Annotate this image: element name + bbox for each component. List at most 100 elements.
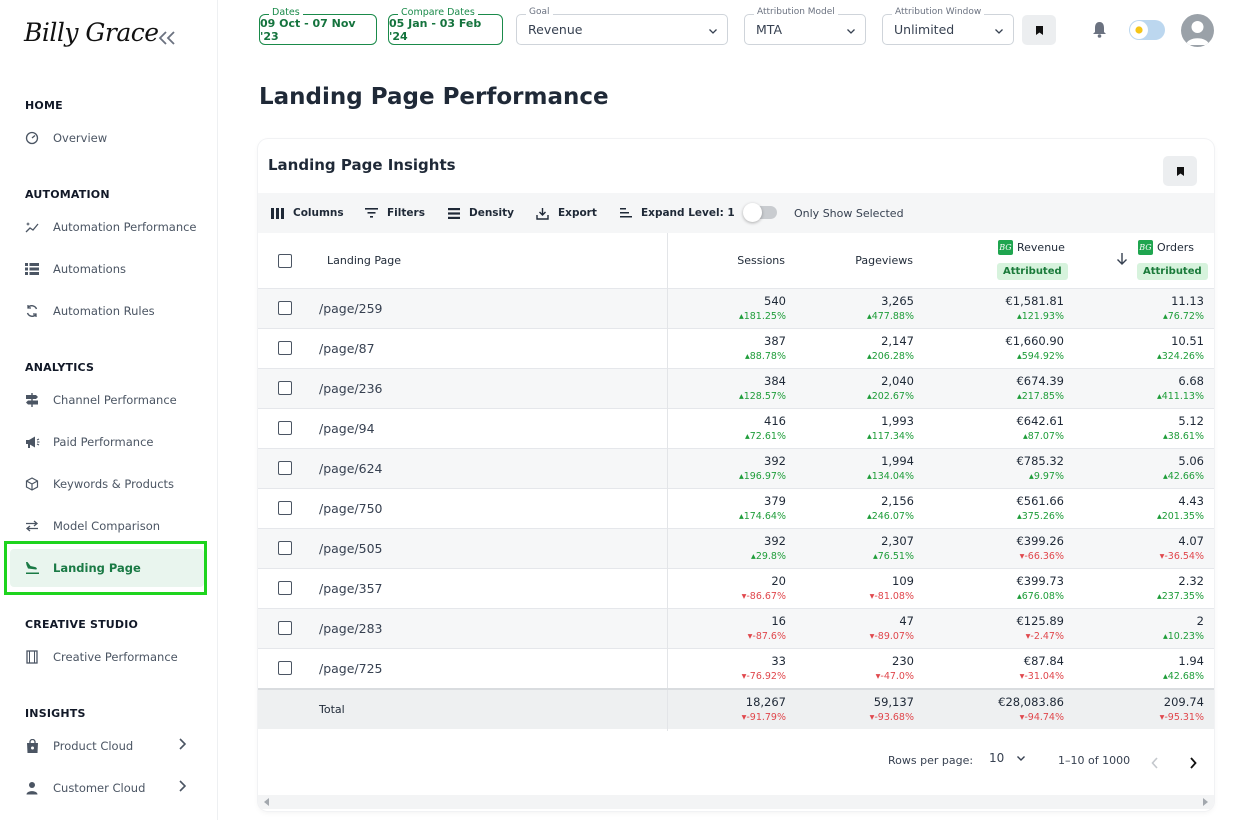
row-checkbox[interactable] (278, 461, 292, 475)
delta-value: -89.07% (874, 631, 914, 642)
sidebar-item-automation-performance[interactable]: Automation Performance (10, 208, 204, 246)
filters-button[interactable]: Filters (365, 193, 425, 233)
landing-page-cell[interactable]: /page/750 (319, 501, 383, 516)
density-button[interactable]: Density (448, 193, 514, 233)
select-all-checkbox[interactable] (278, 254, 292, 268)
trend-up-icon: ▴ (866, 431, 872, 442)
goal-select[interactable]: Goal Revenue (516, 7, 728, 45)
trend-down-icon: ▾ (741, 671, 747, 682)
table-row[interactable]: /page/283 16 ▾-87.6% 47 ▾-89.07% €125.89 ▾-2.4… (258, 609, 1214, 649)
attribution-model-select[interactable]: Attribution Model MTA (744, 7, 866, 45)
sidebar-item-product-cloud[interactable]: Product Cloud (10, 727, 204, 765)
column-header-landing-page[interactable]: Landing Page (327, 254, 401, 267)
next-page-button[interactable] (1189, 754, 1197, 773)
trend-down-icon: ▾ (1019, 671, 1025, 682)
row-checkbox[interactable] (278, 341, 292, 355)
landing-page-cell[interactable]: /page/283 (319, 621, 383, 636)
row-checkbox[interactable] (278, 621, 292, 635)
horizontal-scrollbar[interactable] (258, 795, 1214, 809)
row-checkbox[interactable] (278, 581, 292, 595)
dates-value: 09 Oct - 07 Nov '23 (260, 16, 356, 43)
attribution-window-select[interactable]: Attribution Window Unlimited (882, 7, 1014, 45)
delta-value: 594.92% (1021, 351, 1064, 362)
landing-page-cell[interactable]: /page/725 (319, 661, 383, 676)
compare-dates-picker[interactable]: Compare Dates 05 Jan - 03 Feb '24 (388, 7, 503, 45)
trend-up-icon: ▴ (1162, 471, 1168, 482)
columns-button[interactable]: Columns (271, 193, 344, 233)
delta-value: 117.34% (871, 431, 914, 442)
pageviews-value: 109 (892, 574, 914, 588)
pageviews-delta: ▾-81.08% (870, 591, 914, 602)
landing-page-cell[interactable]: /page/236 (319, 381, 383, 396)
sidebar-item-customer-cloud[interactable]: Customer Cloud (10, 769, 204, 807)
sidebar-item-channel-performance[interactable]: Channel Performance (10, 381, 204, 419)
landing-page-cell[interactable]: /page/259 (319, 301, 383, 316)
only-show-selected-toggle[interactable] (743, 203, 777, 222)
sidebar-item-model-comparison[interactable]: Model Comparison (10, 507, 204, 545)
rows-per-page-select[interactable]: 10 (989, 751, 1026, 765)
orders-delta: ▴42.68% (1163, 671, 1204, 682)
table-row[interactable]: /page/87 387 ▴88.78% 2,147 ▴206.28% €1,660.90… (258, 329, 1214, 369)
column-header-sessions[interactable]: Sessions (737, 254, 785, 267)
collapse-sidebar-icon[interactable] (158, 26, 176, 50)
column-divider (667, 649, 668, 689)
sidebar-item-paid-performance[interactable]: Paid Performance (10, 423, 204, 461)
gauge-icon (24, 130, 40, 146)
scroll-left-arrow-icon[interactable] (264, 798, 269, 806)
revenue-value: €561.66 (1016, 494, 1064, 508)
sidebar-item-landing-page[interactable]: Landing Page (10, 549, 204, 587)
dates-picker[interactable]: Dates 09 Oct - 07 Nov '23 (259, 7, 377, 45)
table-row[interactable]: /page/236 384 ▴128.57% 2,040 ▴202.67% €674.39… (258, 369, 1214, 409)
delta-value: 411.13% (1161, 391, 1204, 402)
table-row[interactable]: /page/94 416 ▴72.61% 1,993 ▴117.34% €642.61 ▴8… (258, 409, 1214, 449)
table-row[interactable]: /page/505 392 ▴29.8% 2,307 ▴76.51% €399.26 ▾-6… (258, 529, 1214, 569)
pageviews-value: 1,994 (881, 454, 914, 468)
billy-grace-logo-icon: BG (998, 240, 1013, 255)
person-icon (24, 780, 40, 796)
row-checkbox[interactable] (278, 381, 292, 395)
table-row[interactable]: /page/725 33 ▾-76.92% 230 ▾-47.0% €87.84 ▾-31.… (258, 649, 1214, 689)
previous-page-button[interactable] (1151, 754, 1159, 773)
row-checkbox[interactable] (278, 501, 292, 515)
landing-page-cell[interactable]: /page/357 (319, 581, 383, 596)
landing-page-cell[interactable]: /page/505 (319, 541, 383, 556)
sessions-value: 392 (764, 454, 786, 468)
row-checkbox[interactable] (278, 541, 292, 555)
table-row[interactable]: /page/624 392 ▴196.97% 1,994 ▴134.04% €785.32… (258, 449, 1214, 489)
sidebar-item-creative-performance[interactable]: Creative Performance (10, 638, 204, 676)
scroll-right-arrow-icon[interactable] (1203, 798, 1208, 806)
user-avatar[interactable] (1181, 14, 1214, 47)
table-row[interactable]: /page/750 379 ▴174.64% 2,156 ▴246.07% €561.66… (258, 489, 1214, 529)
row-checkbox[interactable] (278, 301, 292, 315)
landing-page-cell[interactable]: /page/624 (319, 461, 383, 476)
column-header-revenue[interactable]: Revenue (1017, 241, 1065, 254)
table-row[interactable]: /page/357 20 ▾-86.67% 109 ▾-81.08% €399.73 ▴67… (258, 569, 1214, 609)
row-checkbox[interactable] (278, 421, 292, 435)
sort-desc-arrow-icon[interactable] (1116, 251, 1128, 270)
table-row[interactable]: /page/259 540 ▴181.25% 3,265 ▴477.88% €1,581.… (258, 289, 1214, 329)
notifications-bell-icon[interactable] (1092, 21, 1107, 42)
row-checkbox[interactable] (278, 661, 292, 675)
landing-page-cell[interactable]: /page/87 (319, 341, 375, 356)
export-button[interactable]: Export (536, 193, 597, 233)
sidebar-item-keywords-products[interactable]: Keywords & Products (10, 465, 204, 503)
column-header-orders[interactable]: Orders (1157, 241, 1194, 254)
bookmark-button[interactable] (1022, 15, 1056, 45)
theme-toggle[interactable] (1129, 20, 1165, 40)
card-title: Landing Page Insights (268, 156, 456, 174)
landing-page-cell[interactable]: /page/94 (319, 421, 375, 436)
pageviews-delta: ▴206.28% (867, 351, 914, 362)
chevron-down-icon (846, 24, 856, 39)
brand-logo[interactable]: Billy Grace (24, 18, 159, 47)
sessions-value: 416 (764, 414, 786, 428)
sidebar-item-overview[interactable]: Overview (10, 119, 204, 157)
column-header-pageviews[interactable]: Pageviews (855, 254, 913, 267)
expand-level-button[interactable]: Expand Level: 1 (620, 193, 735, 233)
section-title-home: HOME (25, 99, 63, 112)
delta-value: 29.8% (755, 551, 786, 562)
delta-value: 128.57% (743, 391, 786, 402)
sidebar-item-automation-rules[interactable]: Automation Rules (10, 292, 204, 330)
card-bookmark-button[interactable] (1163, 156, 1197, 186)
total-pageviews: 59,137 (873, 695, 914, 709)
sidebar-item-automations[interactable]: Automations (10, 250, 204, 288)
